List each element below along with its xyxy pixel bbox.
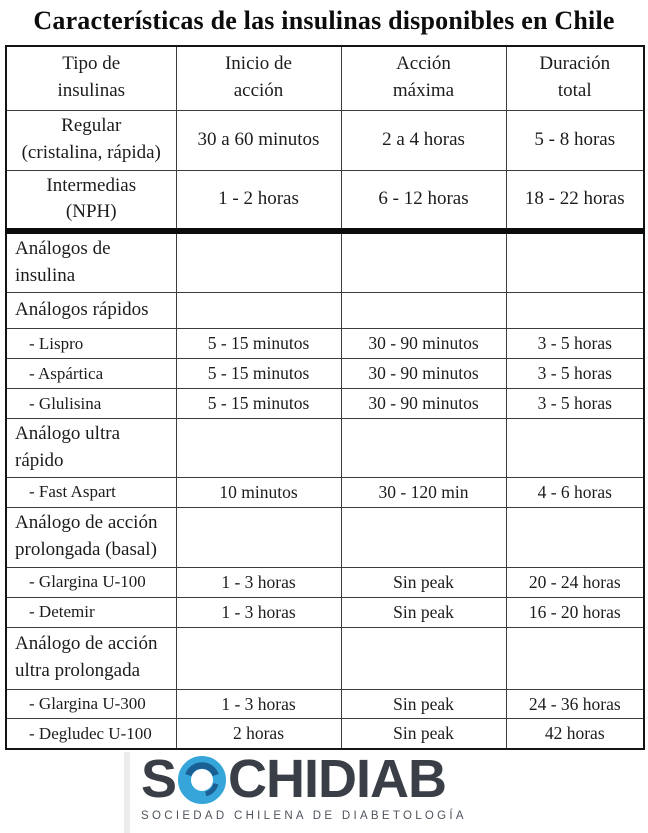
table-row-glargina-u100: - Glargina U-100 1 - 3 horas Sin peak 20…: [5, 566, 645, 598]
logo-tagline: SOCIEDAD CHILENA DE DIABETOLOGÍA: [141, 810, 467, 822]
logo-text-rest: CHIDIAB: [228, 749, 447, 809]
cell-duracion: [505, 418, 645, 478]
logo-text-s: S: [141, 749, 177, 809]
cell-accion: [340, 626, 507, 690]
sochidiab-wordmark: S CHIDIAB: [141, 752, 467, 806]
cell-accion: [340, 506, 507, 568]
cell-duracion: 3 - 5 horas: [505, 328, 645, 360]
cell-accion: [340, 230, 507, 294]
cell-accion: Sin peak: [340, 688, 507, 720]
cell-label: Intermedias (NPH): [5, 169, 177, 235]
cell-accion: [340, 418, 507, 478]
cell-inicio: 5 - 15 minutos: [175, 388, 342, 420]
header-cell-accion: Acción máxima: [340, 45, 507, 111]
cell-label: - Lispro: [5, 328, 177, 360]
cell-duracion: 20 - 24 horas: [505, 566, 645, 598]
table-row-glulisina: - Glulisina 5 - 15 minutos 30 - 90 minut…: [5, 388, 645, 420]
cell-inicio: 10 minutos: [175, 477, 342, 508]
table-row-regular: Regular (cristalina, rápida) 30 a 60 min…: [5, 109, 645, 171]
cell-inicio: 1 - 2 horas: [175, 169, 342, 235]
table-row-aspartica: - Aspártica 5 - 15 minutos 30 - 90 minut…: [5, 358, 645, 390]
cell-label: - Glargina U-100: [5, 566, 177, 598]
cell-accion: Sin peak: [340, 566, 507, 598]
cell-accion: 30 - 120 min: [340, 477, 507, 508]
cell-inicio: 30 a 60 minutos: [175, 109, 342, 171]
table-row-detemir: - Detemir 1 - 3 horas Sin peak 16 - 20 h…: [5, 596, 645, 628]
cell-label: - Degludec U-100: [5, 718, 177, 750]
cell-inicio: [175, 506, 342, 568]
header-cell-inicio: Inicio de acción: [175, 45, 342, 111]
cell-label: - Aspártica: [5, 358, 177, 390]
cell-inicio: [175, 418, 342, 478]
cell-duracion: [505, 230, 645, 294]
cell-duracion: 18 - 22 horas: [505, 169, 645, 235]
cell-inicio: 5 - 15 minutos: [175, 328, 342, 360]
cell-inicio: [175, 230, 342, 294]
cell-label: Análogos rápidos: [5, 292, 177, 330]
table-row-lispro: - Lispro 5 - 15 minutos 30 - 90 minutos …: [5, 328, 645, 360]
cell-duracion: 3 - 5 horas: [505, 358, 645, 390]
logo-o-swoosh-icon: [177, 755, 227, 805]
cell-duracion: [505, 626, 645, 690]
cell-label: Regular (cristalina, rápida): [5, 109, 177, 171]
cell-inicio: 5 - 15 minutos: [175, 358, 342, 390]
cell-accion: 30 - 90 minutos: [340, 358, 507, 390]
page-title: Características de las insulinas disponi…: [33, 6, 615, 35]
table-row-analogo-prolongada: Análogo de acción prolongada (basal): [5, 506, 645, 568]
cell-label: - Glargina U-300: [5, 688, 177, 720]
cell-label: Análogos de insulina: [5, 230, 177, 294]
cell-duracion: 24 - 36 horas: [505, 688, 645, 720]
cell-inicio: [175, 292, 342, 330]
cell-label: - Fast Aspart: [5, 477, 177, 508]
cell-duracion: 5 - 8 horas: [505, 109, 645, 171]
cell-accion: 30 - 90 minutos: [340, 328, 507, 360]
header-cell-duracion: Duración total: [505, 45, 645, 111]
sochidiab-logo-block: S CHIDIAB SOCIEDAD CHILENA DE DIABETOLOG…: [141, 752, 467, 822]
cell-inicio: 1 - 3 horas: [175, 688, 342, 720]
cell-inicio: 1 - 3 horas: [175, 566, 342, 598]
cell-inicio: 2 horas: [175, 718, 342, 750]
cell-duracion: 42 horas: [505, 718, 645, 750]
logo-divider-bar: [124, 752, 130, 833]
cell-accion: [340, 292, 507, 330]
table-row-analogos-rapidos: Análogos rápidos: [5, 292, 645, 330]
cell-label: - Glulisina: [5, 388, 177, 420]
cell-inicio: [175, 626, 342, 690]
cell-accion: Sin peak: [340, 596, 507, 628]
cell-inicio: 1 - 3 horas: [175, 596, 342, 628]
table-row-analogos-insulina: Análogos de insulina: [5, 230, 645, 294]
table-row-glargina-u300: - Glargina U-300 1 - 3 horas Sin peak 24…: [5, 688, 645, 720]
cell-label: Análogo de acción ultra prolongada: [5, 626, 177, 690]
cell-label: Análogo de acción prolongada (basal): [5, 506, 177, 568]
table-row-intermedias: Intermedias (NPH) 1 - 2 horas 6 - 12 hor…: [5, 169, 645, 235]
table-row-analogo-ultra-prolongada: Análogo de acción ultra prolongada: [5, 626, 645, 690]
cell-accion: Sin peak: [340, 718, 507, 750]
insulin-table: Tipo de insulinas Inicio de acción Acció…: [5, 45, 645, 751]
cell-duracion: [505, 506, 645, 568]
cell-accion: 6 - 12 horas: [340, 169, 507, 235]
footer-logo: S CHIDIAB SOCIEDAD CHILENA DE DIABETOLOG…: [124, 752, 467, 833]
cell-duracion: 16 - 20 horas: [505, 596, 645, 628]
cell-duracion: 3 - 5 horas: [505, 388, 645, 420]
cell-accion: 30 - 90 minutos: [340, 388, 507, 420]
cell-accion: 2 a 4 horas: [340, 109, 507, 171]
table-row-fast-aspart: - Fast Aspart 10 minutos 30 - 120 min 4 …: [5, 477, 645, 508]
table-row-degludec-u100: - Degludec U-100 2 horas Sin peak 42 hor…: [5, 718, 645, 750]
cell-label: Análogo ultra rápido: [5, 418, 177, 478]
cell-duracion: 4 - 6 horas: [505, 477, 645, 508]
cell-duracion: [505, 292, 645, 330]
table-row-analogo-ultra-rapido: Análogo ultra rápido: [5, 418, 645, 478]
table-header-row: Tipo de insulinas Inicio de acción Acció…: [5, 45, 645, 111]
header-cell-tipo: Tipo de insulinas: [5, 45, 177, 111]
cell-label: - Detemir: [5, 596, 177, 628]
